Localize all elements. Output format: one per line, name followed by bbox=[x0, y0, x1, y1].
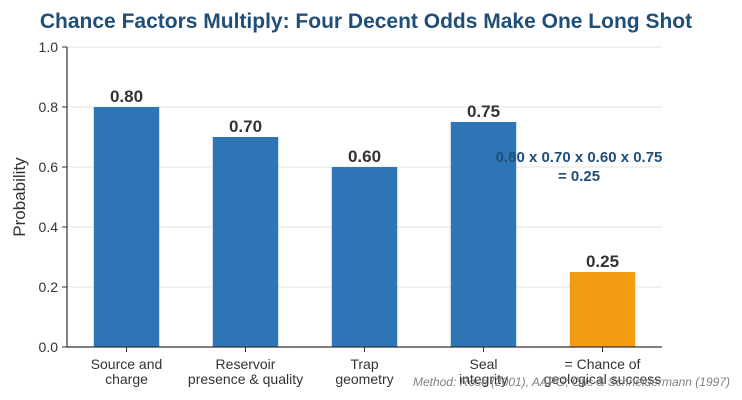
annotation-line: 0.80 x 0.70 x 0.60 x 0.75 bbox=[496, 149, 663, 166]
bar-value-label: 0.75 bbox=[467, 102, 500, 121]
x-tick-label: Reservoir bbox=[216, 356, 276, 372]
labels: 0.80 0.70 0.60 0.75 0.25 bbox=[110, 87, 619, 271]
product-annotation: 0.80 x 0.70 x 0.60 x 0.75 = 0.25 bbox=[496, 149, 663, 185]
bar bbox=[569, 272, 636, 347]
x-tick-label: presence & quality bbox=[188, 371, 303, 387]
x-tick-label: Trap bbox=[350, 356, 378, 372]
bars bbox=[93, 107, 636, 347]
annotation-line: = 0.25 bbox=[558, 168, 600, 185]
y-axis-label: Probability bbox=[10, 157, 29, 237]
chart-title: Chance Factors Multiply: Four Decent Odd… bbox=[40, 10, 692, 33]
y-tick-label: 1.0 bbox=[39, 39, 59, 55]
x-tick-label: geological success bbox=[544, 371, 662, 387]
y-tick-label: 0.0 bbox=[39, 339, 59, 355]
bar bbox=[450, 122, 517, 347]
bar bbox=[93, 107, 160, 347]
bar-value-label: 0.60 bbox=[348, 147, 381, 166]
x-tick-label: integrity bbox=[459, 371, 508, 387]
y-tick-label: 0.6 bbox=[39, 159, 59, 175]
x-tick-label: geometry bbox=[335, 371, 393, 387]
source-note: Method: Rose (2001), AAPG; Otis & Schnei… bbox=[413, 375, 730, 389]
x-tick-label: charge bbox=[105, 371, 148, 387]
bar-value-label: 0.80 bbox=[110, 87, 143, 106]
y-tick-label: 0.4 bbox=[39, 219, 59, 235]
bar-value-label: 0.25 bbox=[586, 252, 619, 271]
bar-value-label: 0.70 bbox=[229, 117, 262, 136]
y-tick-label: 0.2 bbox=[39, 279, 59, 295]
x-tick-label: Source and bbox=[91, 356, 163, 372]
bar bbox=[331, 167, 398, 347]
x-tick-label: Seal bbox=[469, 356, 497, 372]
y-tick-label: 0.8 bbox=[39, 99, 59, 115]
bar bbox=[212, 137, 279, 347]
x-tick-label: = Chance of bbox=[565, 356, 641, 372]
